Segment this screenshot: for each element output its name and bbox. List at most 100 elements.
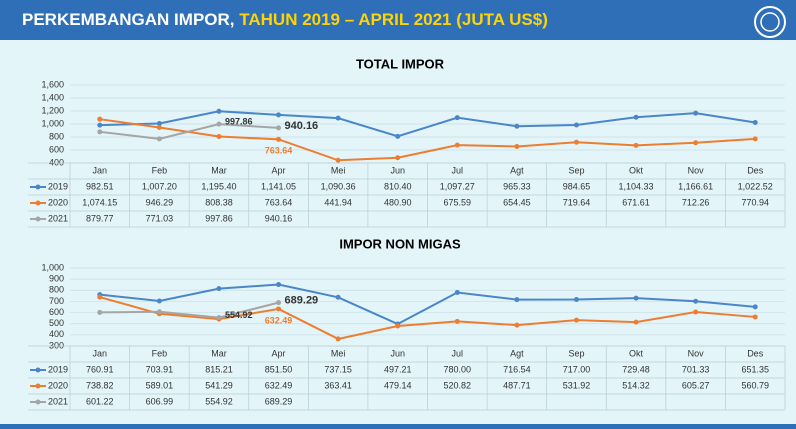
point [216, 133, 222, 139]
y-tick-label: 1,400 [41, 92, 64, 102]
table-cell: 1,090.36 [321, 181, 356, 191]
point [97, 116, 103, 122]
x-tick-label: Feb [152, 165, 168, 175]
table-cell: 480.90 [384, 197, 412, 207]
point [335, 157, 341, 163]
x-tick-label: Sep [568, 165, 584, 175]
point [156, 309, 162, 315]
point [633, 295, 639, 301]
x-tick-label: Agt [510, 165, 524, 175]
point-label: 554.92 [225, 310, 253, 320]
table-cell: 712.26 [682, 197, 710, 207]
legend-marker [35, 383, 41, 389]
point [276, 112, 282, 118]
table-cell: 363.41 [324, 380, 352, 390]
point [752, 120, 758, 126]
y-tick-label: 400 [49, 157, 64, 167]
table-cell: 729.48 [622, 364, 650, 374]
point [752, 304, 758, 310]
point [633, 114, 639, 120]
point [97, 309, 103, 315]
y-tick-label: 1,000 [41, 118, 64, 128]
table-cell: 982.51 [86, 181, 114, 191]
header-title: PERKEMBANGAN IMPOR, TAHUN 2019 – APRIL 2… [22, 10, 548, 29]
point [395, 133, 401, 139]
point [216, 121, 222, 127]
table-cell: 675.59 [444, 197, 472, 207]
point [454, 318, 460, 324]
point-label: 763.64 [265, 146, 293, 156]
title-part: PERKEMBANGAN IMPOR, [22, 10, 239, 29]
table-cell: 703.91 [146, 364, 174, 374]
legend-label: 2020 [48, 380, 68, 390]
x-tick-label: Mei [331, 348, 346, 358]
x-tick-label: Jun [390, 348, 405, 358]
table-cell: 810.40 [384, 181, 412, 191]
point [335, 294, 341, 300]
y-tick-label: 400 [49, 329, 64, 339]
point [693, 110, 699, 116]
table-cell: 601.22 [86, 396, 114, 406]
point [693, 140, 699, 146]
table-cell: 815.21 [205, 364, 233, 374]
legend-label: 2019 [48, 364, 68, 374]
table-cell: 554.92 [205, 396, 233, 406]
legend-label: 2019 [48, 181, 68, 191]
x-tick-label: Mar [211, 348, 227, 358]
point [156, 136, 162, 142]
y-tick-label: 800 [49, 285, 64, 295]
table-cell: 520.82 [444, 380, 472, 390]
point [216, 286, 222, 292]
header-bar [0, 0, 796, 40]
point [514, 123, 520, 129]
series-line [99, 118, 756, 162]
x-tick-label: Apr [272, 348, 286, 358]
point [156, 124, 162, 130]
y-tick-label: 1,600 [41, 79, 64, 89]
point [276, 300, 282, 306]
point [514, 322, 520, 328]
x-tick-label: Nov [688, 165, 705, 175]
table-cell: 441.94 [324, 197, 352, 207]
point [216, 108, 222, 114]
table-cell: 606.99 [146, 396, 174, 406]
x-tick-label: Apr [272, 165, 286, 175]
footer-bar [0, 424, 796, 429]
x-tick-label: Mar [211, 165, 227, 175]
table-cell: 531.92 [563, 380, 591, 390]
x-tick-label: Feb [152, 348, 168, 358]
table-cell: 1,104.33 [619, 181, 654, 191]
point [693, 309, 699, 315]
table-cell: 737.15 [324, 364, 352, 374]
point [216, 315, 222, 321]
y-tick-label: 900 [49, 274, 64, 284]
table-cell: 605.27 [682, 380, 710, 390]
table-cell: 487.71 [503, 380, 531, 390]
point [156, 298, 162, 304]
point [573, 139, 579, 145]
logo [754, 6, 786, 38]
table-cell: 771.03 [146, 213, 174, 223]
y-tick-label: 500 [49, 318, 64, 328]
point [454, 290, 460, 296]
table-cell: 770.94 [741, 197, 769, 207]
legend-label: 2021 [48, 396, 68, 406]
table-cell: 671.61 [622, 197, 650, 207]
table-cell: 1,166.61 [678, 181, 713, 191]
table-cell: 1,022.52 [738, 181, 773, 191]
table-cell: 1,097.27 [440, 181, 475, 191]
x-tick-label: Agt [510, 348, 524, 358]
point [395, 155, 401, 161]
table-cell: 716.54 [503, 364, 531, 374]
point [276, 125, 282, 131]
table-cell: 780.00 [444, 364, 472, 374]
chart-title: IMPOR NON MIGAS [339, 236, 461, 251]
point [97, 129, 103, 135]
y-tick-label: 700 [49, 296, 64, 306]
legend-marker [35, 399, 41, 405]
table-cell: 984.65 [563, 181, 591, 191]
point [752, 314, 758, 320]
table-cell: 719.64 [563, 197, 591, 207]
table-cell: 738.82 [86, 380, 114, 390]
